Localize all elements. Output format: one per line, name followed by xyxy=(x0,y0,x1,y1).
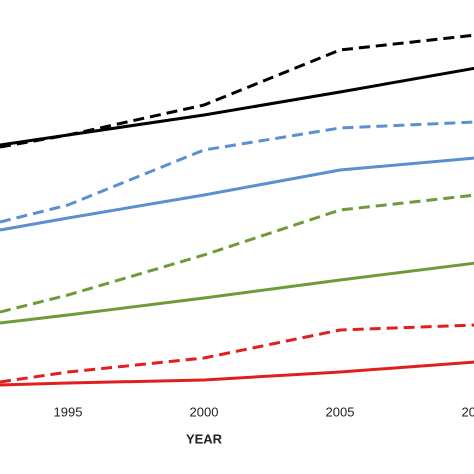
series-line xyxy=(0,193,474,314)
series-line xyxy=(0,323,474,384)
x-axis-label: YEAR xyxy=(186,431,223,446)
series-line xyxy=(0,156,474,232)
x-tick-label: 2000 xyxy=(190,404,219,419)
x-tick-label: 2010 xyxy=(462,404,474,419)
series-line xyxy=(0,120,474,224)
x-tick-label: 2005 xyxy=(326,404,355,419)
x-tick-label: 1995 xyxy=(54,404,83,419)
series-line xyxy=(0,360,474,387)
series-line xyxy=(0,66,474,147)
series-line xyxy=(0,33,474,149)
series-line xyxy=(0,261,474,325)
